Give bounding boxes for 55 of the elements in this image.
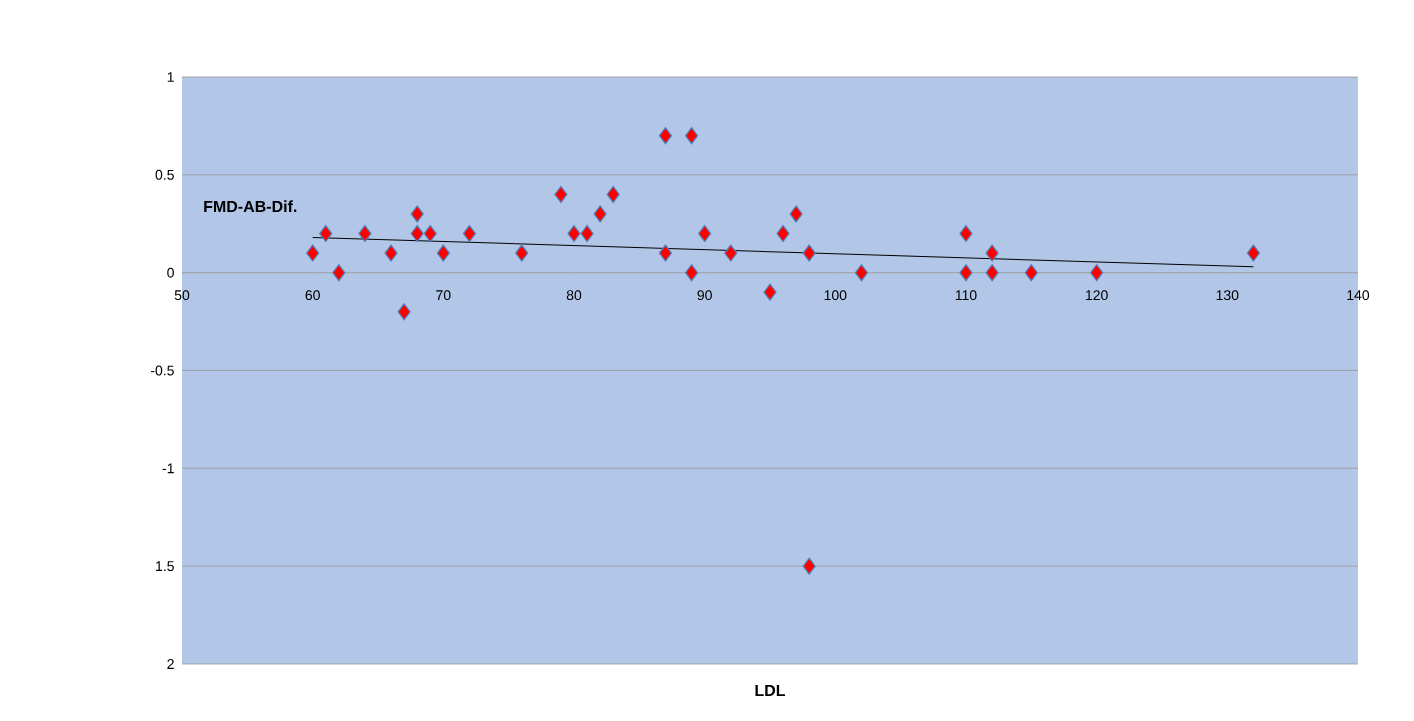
point [802, 244, 816, 262]
point [959, 264, 973, 282]
y-tick-label: 2 [167, 659, 174, 669]
point [593, 205, 607, 223]
point [580, 224, 594, 243]
point [515, 244, 529, 262]
point [1024, 264, 1038, 282]
point [436, 244, 450, 262]
y-tick-label: 1.5 [156, 561, 174, 572]
y-tick-label: -1 [162, 463, 174, 474]
x-tick-label: 100 [824, 290, 847, 301]
point [959, 224, 973, 243]
point [789, 205, 803, 223]
point [462, 224, 477, 243]
y-tick-label: 0.5 [155, 169, 174, 180]
point [410, 205, 424, 223]
point [410, 224, 424, 243]
x-tick-label: 120 [1086, 290, 1108, 301]
point [567, 224, 581, 243]
point [763, 283, 777, 301]
x-tick-label: 60 [305, 290, 320, 301]
x-tick-label: 50 [174, 290, 190, 301]
x-tick-label: 90 [697, 290, 712, 301]
point [698, 224, 712, 243]
x-tick-label: 130 [1216, 290, 1239, 301]
y-tick-label: 0 [167, 267, 174, 278]
point [319, 224, 333, 243]
point [606, 185, 620, 203]
x-tick-label: 80 [566, 290, 582, 301]
point [423, 224, 437, 243]
point [985, 264, 999, 282]
point [985, 244, 999, 262]
point [306, 244, 320, 262]
y-tick-label: 1 [167, 72, 174, 82]
y-axis-title: FMD-AB-Dif. [204, 200, 297, 212]
point [684, 127, 699, 145]
point [358, 224, 372, 243]
point [332, 264, 346, 282]
y-tick-label: -0.5 [150, 365, 174, 376]
x-tick-label: 110 [955, 290, 977, 301]
point [658, 244, 673, 262]
point [1246, 244, 1261, 262]
x-axis-title: LDL [755, 684, 786, 696]
point [684, 264, 699, 282]
point [658, 127, 673, 145]
x-tick-label: 70 [436, 290, 451, 301]
point [554, 185, 568, 203]
point [776, 224, 790, 243]
point [1090, 264, 1104, 282]
point [724, 244, 738, 262]
point [384, 244, 398, 262]
x-tick-label: 140 [1347, 290, 1370, 301]
point [397, 303, 411, 321]
point [802, 557, 816, 575]
point [854, 264, 869, 282]
